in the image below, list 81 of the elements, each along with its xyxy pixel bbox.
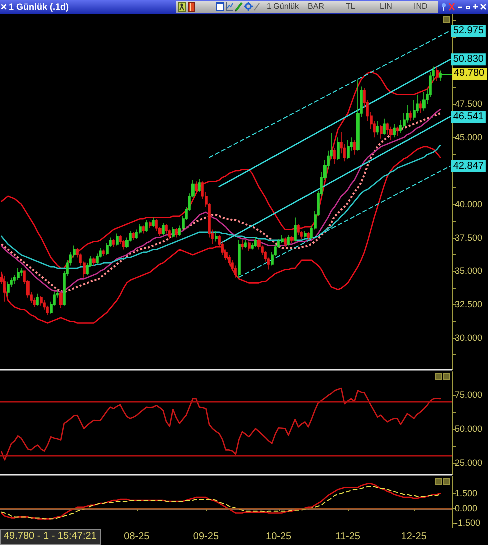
y-tick-label: 50.000 <box>455 424 483 434</box>
text: IND <box>414 1 428 13</box>
candlestick <box>337 137 340 161</box>
candlestick <box>396 126 399 137</box>
data-label: 52.975 <box>453 26 484 37</box>
candlestick <box>195 181 198 194</box>
y-tick-label: 25.000 <box>455 458 483 468</box>
candlestick <box>393 124 396 138</box>
candlestick <box>116 233 119 246</box>
candlestick <box>284 237 287 248</box>
y-tick-label: 37.500 <box>455 232 483 243</box>
y-tick-label: 47.500 <box>455 99 483 110</box>
y-tick-label: 45.000 <box>455 132 483 143</box>
candlestick <box>215 230 218 242</box>
x-tick-label: 11-25 <box>336 532 361 542</box>
data-label: 46.541 <box>453 111 484 122</box>
chart-title: 1 Günlük (.1d) <box>9 1 70 13</box>
candlestick <box>254 237 257 248</box>
y-tick-label: 40.000 <box>455 199 483 210</box>
x-tick-label: 09-25 <box>193 532 220 542</box>
candlestick <box>304 230 307 238</box>
y-tick-label: 32.500 <box>455 300 483 310</box>
candlestick <box>353 140 356 156</box>
candlestick <box>376 121 379 136</box>
candlestick <box>142 225 145 234</box>
candlestick <box>439 70 442 82</box>
candlestick <box>383 118 386 136</box>
y-tick-label: 75.000 <box>455 390 483 400</box>
line-series <box>0 71 442 270</box>
candlestick <box>112 238 115 248</box>
candlestick <box>152 217 155 228</box>
candlestick <box>7 281 10 297</box>
y-tick-label: 30.000 <box>455 332 483 343</box>
candlestick <box>248 241 251 252</box>
candlestick <box>287 234 290 246</box>
candlestick <box>175 228 178 238</box>
candlestick <box>20 268 23 277</box>
candlestick <box>238 240 241 278</box>
candlestick <box>290 236 294 244</box>
candlestick <box>389 126 393 141</box>
candlestick <box>17 268 20 281</box>
candlestick <box>294 217 297 242</box>
line-series <box>0 388 442 461</box>
candlestick <box>132 232 135 241</box>
candlestick <box>347 140 350 160</box>
candlestick <box>419 101 422 114</box>
candlestick <box>36 293 39 306</box>
line-series <box>0 146 442 324</box>
candlestick <box>162 222 165 236</box>
candlestick <box>244 240 247 249</box>
candlestick <box>198 178 201 193</box>
candlestick <box>241 240 244 250</box>
y-tick-label: 0.000 <box>455 503 478 514</box>
y-tick-label: 35.000 <box>455 266 483 276</box>
candlestick <box>380 125 383 140</box>
candlestick <box>92 257 96 266</box>
text: BAR <box>308 1 324 13</box>
candlestick <box>40 296 43 306</box>
data-label: 42.847 <box>453 160 484 172</box>
y-tick-label: 1.500 <box>455 488 478 499</box>
x-tick-label: 10-25 <box>266 532 292 542</box>
candlestick <box>149 221 152 229</box>
text: 49.780 - 1 - 15:47:21 <box>0 529 101 545</box>
candlestick <box>145 220 148 233</box>
candlestick <box>409 110 412 122</box>
text: LIN <box>380 1 392 13</box>
x-tick-label: 08-25 <box>124 532 150 542</box>
candlestick <box>422 92 426 112</box>
candlestick <box>297 224 300 236</box>
candlestick <box>59 292 63 309</box>
candlestick <box>172 226 175 238</box>
data-label: 50.830 <box>453 54 484 66</box>
candlestick <box>307 232 310 241</box>
x-tick-label: 12-25 <box>401 532 428 542</box>
candlestick <box>333 148 336 165</box>
annotation: 49.780 <box>452 68 487 80</box>
candlestick <box>356 80 360 152</box>
candlestick <box>102 249 105 257</box>
y-tick-label: -1.500 <box>455 518 481 528</box>
text: TL <box>346 1 356 13</box>
text: 1 Günlük <box>267 1 300 13</box>
